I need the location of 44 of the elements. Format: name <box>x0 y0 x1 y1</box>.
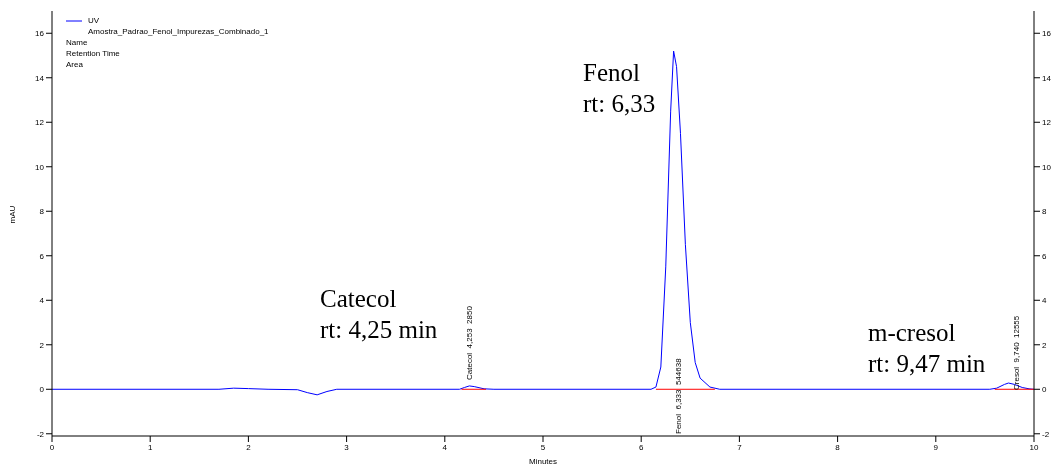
x-tick-label: 9 <box>933 442 939 452</box>
annotation: Catecol rt: 4,25 min <box>320 284 438 345</box>
x-tick-label: 7 <box>737 442 743 452</box>
y-tick-label: 2 <box>39 340 45 350</box>
annotation: Catecol 4,253 2850 <box>465 306 475 380</box>
legend-label: UV <box>88 15 100 26</box>
annotation: Fenol rt: 6,33 <box>583 58 656 119</box>
y-tick-label: 10 <box>35 162 45 172</box>
annotation: m-cresol rt: 9,47 min <box>868 318 986 379</box>
annotation: Name <box>66 37 89 48</box>
y-tick-label: 16 <box>35 29 45 39</box>
x-tick-label: 0 <box>49 442 55 452</box>
y2-tick-label: -2 <box>1042 429 1050 439</box>
annotation: Cresol 9,740 12555 <box>1012 315 1022 390</box>
y-tick-label: 4 <box>39 296 45 306</box>
y-tick-label: 12 <box>35 118 45 128</box>
y2-tick-label: 14 <box>1042 73 1052 83</box>
y2-tick-label: 8 <box>1042 207 1047 217</box>
annotation: Amostra_Padrao_Fenol_Impurezas_Combinado_1 <box>88 26 269 37</box>
x-tick-label: 3 <box>344 442 350 452</box>
x-axis-title: Minutes <box>528 457 558 466</box>
y2-tick-label: 0 <box>1042 385 1047 395</box>
y-tick-label: 6 <box>39 251 45 261</box>
y2-tick-label: 10 <box>1042 162 1052 172</box>
y-tick-label: 0 <box>39 385 45 395</box>
x-tick-label: 4 <box>442 442 448 452</box>
y2-tick-label: 12 <box>1042 118 1052 128</box>
x-tick-label: 8 <box>835 442 841 452</box>
x-tick-label: 1 <box>147 442 153 452</box>
y2-tick-label: 16 <box>1042 29 1052 39</box>
y2-tick-label: 6 <box>1042 251 1047 261</box>
y-tick-label: 14 <box>35 73 45 83</box>
y-tick-label: 8 <box>39 207 45 217</box>
annotation: Area <box>66 59 84 70</box>
y2-tick-label: 4 <box>1042 296 1047 306</box>
annotation: Fenol 6,333 544638 <box>674 358 684 434</box>
y-tick-label: -2 <box>36 429 45 439</box>
y2-tick-label: 2 <box>1042 340 1047 350</box>
y-axis-title: mAU <box>7 205 17 224</box>
x-tick-label: 5 <box>540 442 546 452</box>
annotation: Retention Time <box>66 48 121 59</box>
x-tick-label: 10 <box>1029 442 1039 452</box>
x-tick-label: 2 <box>246 442 252 452</box>
x-tick-label: 6 <box>638 442 644 452</box>
